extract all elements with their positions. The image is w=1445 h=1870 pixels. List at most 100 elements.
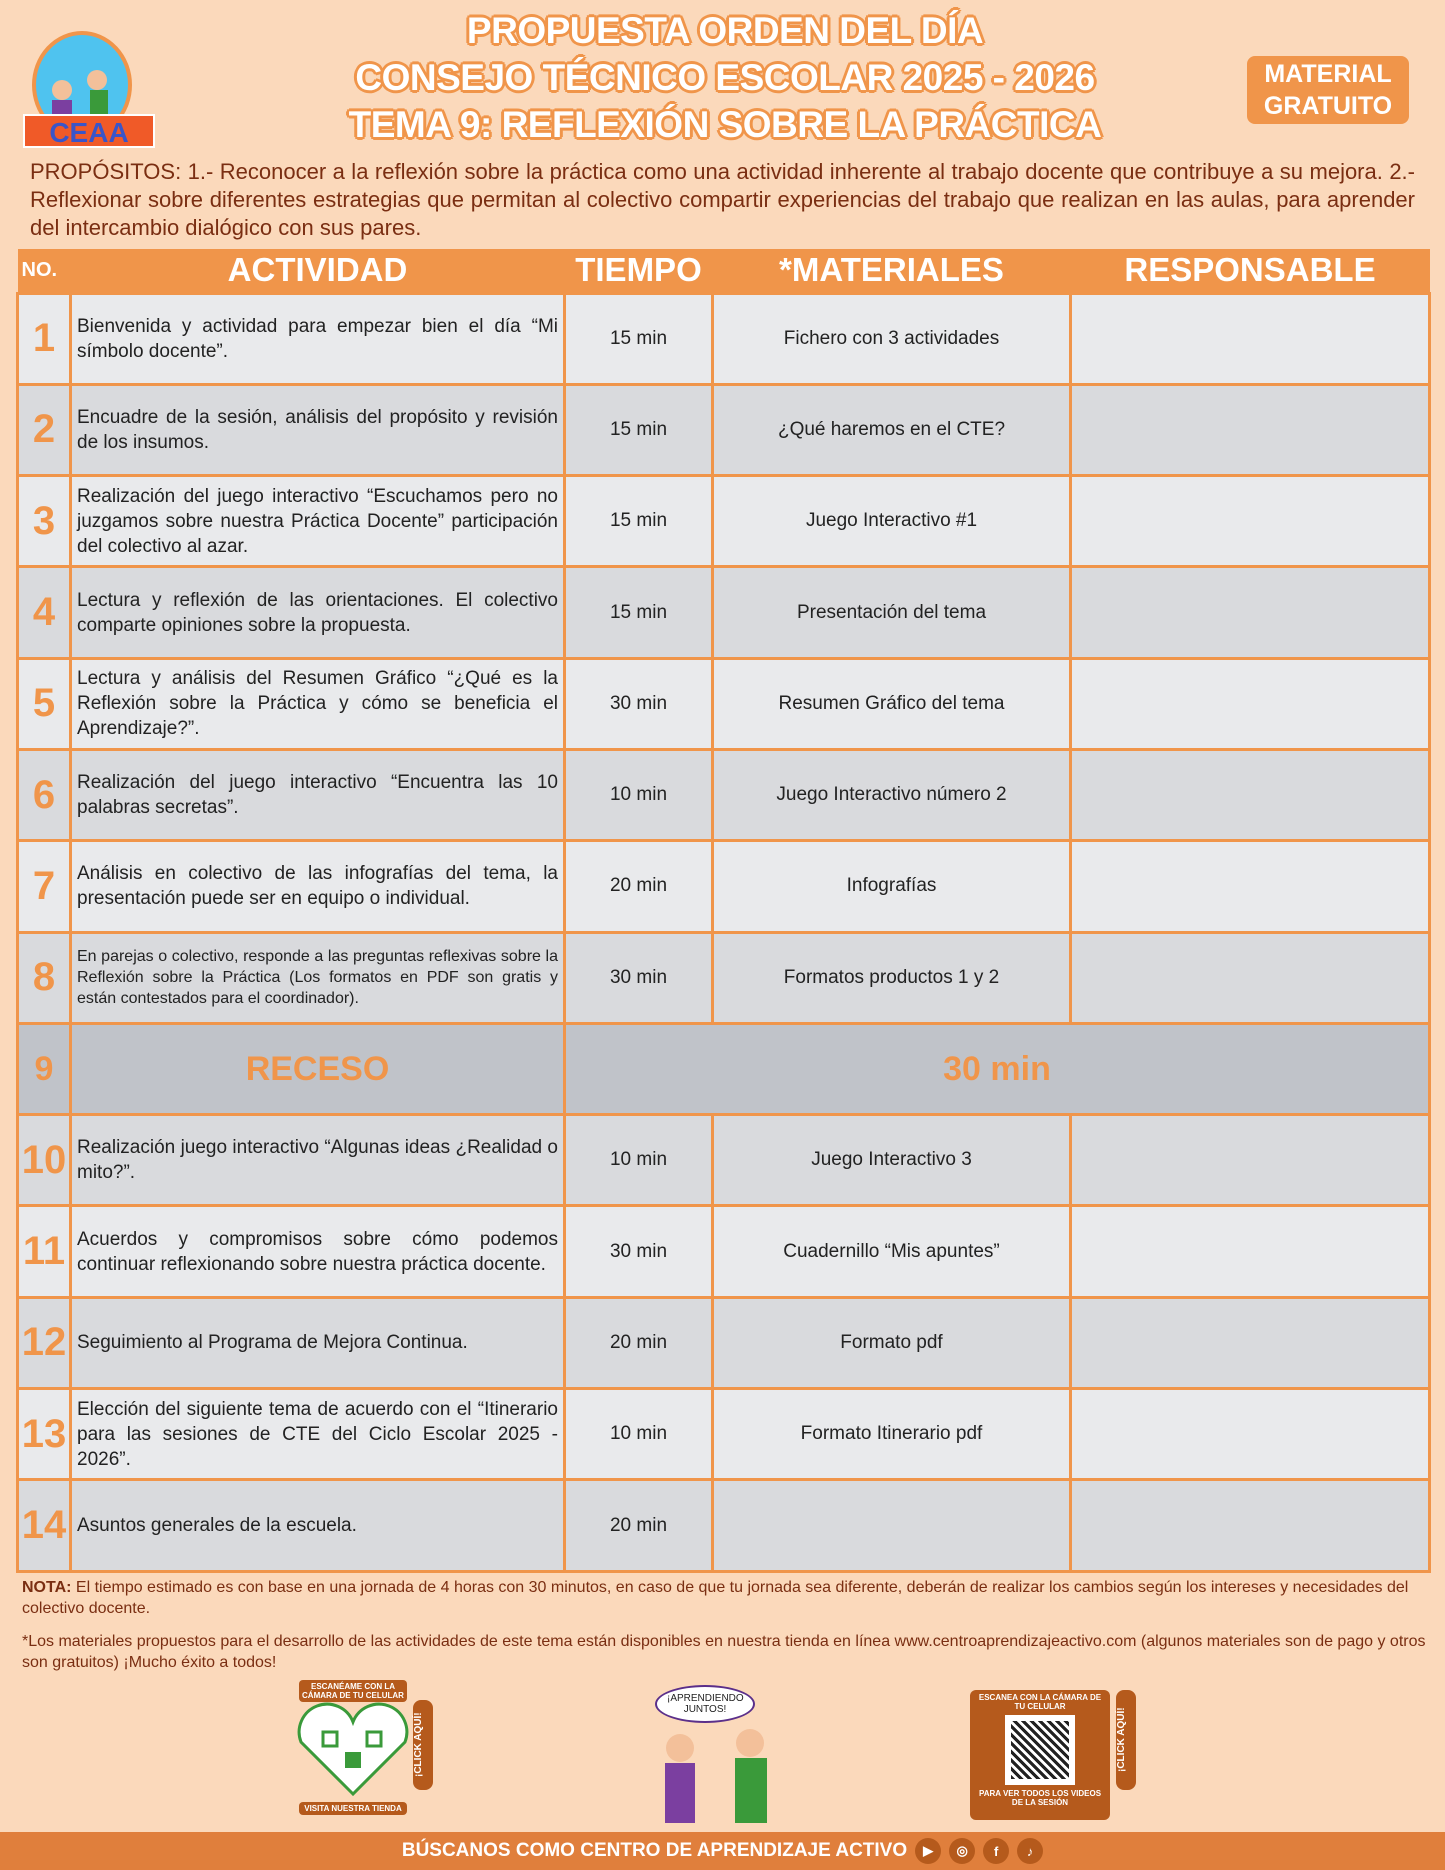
qr2-bottom-label: PARA VER TODOS LOS VIDEOS DE LA SESIÓN [978,1789,1102,1807]
teachers-illustration: ¡APRENDIENDO JUNTOS! [650,1685,795,1832]
row-number: 13 [16,1387,72,1482]
materials-cell: Juego Interactivo #1 [711,474,1072,569]
activity-cell: Acuerdos y compromisos sobre cómo podemo… [69,1204,566,1299]
row-number: 12 [16,1295,72,1391]
row-number: 4 [16,565,72,660]
activity-cell: Realización del juego interactivo “Encue… [69,747,566,843]
row-number: 14 [16,1478,72,1573]
responsible-cell[interactable] [1069,930,1431,1025]
row-number: 7 [16,839,72,934]
responsible-cell[interactable] [1069,1204,1431,1299]
time-cell: 20 min [563,839,714,934]
materials-cell: Juego Interactivo número 2 [711,747,1072,843]
time-cell: 15 min [563,291,714,386]
responsible-cell[interactable] [1069,474,1431,569]
materials-cell: ¿Qué haremos en el CTE? [711,382,1072,478]
activity-cell: Bienvenida y actividad para empezar bien… [69,291,566,386]
title-line-1: PROPUESTA ORDEN DEL DÍA [466,10,984,51]
store-qr-code[interactable]: ESCANÉAME CON LA CÁMARA DE TU CELULAR VI… [293,1680,438,1820]
nota-text: El tiempo estimado es con base en una jo… [22,1579,1409,1617]
activity-cell: Lectura y reflexión de las orientaciones… [69,565,566,660]
time-cell: 30 min [563,930,714,1025]
tiktok-icon[interactable]: ♪ [1017,1838,1044,1864]
videos-qr-code[interactable]: ESCANEA CON LA CÁMARA DE TU CELULAR PARA… [970,1690,1140,1820]
table-row: 2 Encuadre de la sesión, análisis del pro… [16,382,1431,478]
materials-cell: Juego Interactivo 3 [711,1113,1072,1208]
responsible-cell[interactable] [1069,291,1431,386]
activity-cell: Seguimiento al Programa de Mejora Contin… [69,1295,566,1391]
qr-code-icon [1005,1715,1075,1785]
activity-cell: Asuntos generales de la escuela. [69,1478,566,1573]
responsible-cell[interactable] [1069,656,1431,751]
materials-cell: Resumen Gráfico del tema [711,656,1072,751]
youtube-icon[interactable]: ▶ [915,1838,942,1864]
activity-cell: Elección del siguiente tema de acuerdo c… [69,1387,566,1482]
qr1-top-label: ESCANÉAME CON LA CÁMARA DE TU CELULAR [299,1680,407,1702]
click-here-label-2: ¡CLICK AQUÍ! [1116,1690,1136,1790]
responsible-cell[interactable] [1069,747,1431,843]
responsible-cell[interactable] [1069,1113,1431,1208]
row-number: 5 [16,656,72,751]
footer-bar: BÚSCANOS COMO CENTRO DE APRENDIZAJE ACTI… [0,1832,1445,1870]
title-line-2: CONSEJO TÉCNICO ESCOLAR 2025 - 2026 [355,57,1095,98]
row-number: 3 [16,474,72,569]
row-number: 2 [16,382,72,478]
facebook-icon[interactable]: f [983,1838,1010,1864]
time-cell: 30 min [563,1204,714,1299]
nota: NOTA: El tiempo estimado es con base en … [22,1577,1427,1619]
table-row: 12 Seguimiento al Programa de Mejora Cont… [16,1295,1431,1391]
table-row: 4 Lectura y reflexión de las orientacione… [16,565,1431,660]
header-materiales: *MATERIALES [712,249,1071,293]
row-number: 8 [16,930,72,1025]
instagram-icon[interactable]: ◎ [949,1838,976,1864]
nota-label: NOTA: [22,1579,72,1596]
activity-cell: Análisis en colectivo de las infografías… [69,839,566,934]
footer-text: BÚSCANOS COMO CENTRO DE APRENDIZAJE ACTI… [401,1840,908,1861]
click-here-label: ¡CLICK AQUÍ! [413,1700,433,1790]
row-number: 10 [16,1113,72,1208]
people-icon [665,1729,767,1823]
table-row: 8 En parejas o colectivo, responde a las … [16,930,1431,1025]
materials-cell: Formatos productos 1 y 2 [711,930,1072,1025]
row-number: 6 [16,747,72,843]
header-tiempo: TIEMPO [564,249,713,293]
responsible-cell[interactable] [1069,565,1431,660]
time-cell: 20 min [563,1295,714,1391]
qr2-top-label: ESCANEA CON LA CÁMARA DE TU CELULAR [978,1693,1102,1711]
activity-cell: En parejas o colectivo, responde a las p… [69,930,566,1025]
header-actividad: ACTIVIDAD [70,249,565,293]
heart-qr-icon [297,1702,409,1797]
time-cell: 30 min [563,656,714,751]
table-row: 3 Realización del juego interactivo “Escu… [16,474,1431,569]
responsible-cell[interactable] [1069,839,1431,934]
responsible-cell[interactable] [1069,1478,1431,1573]
responsible-cell[interactable] [1069,382,1431,478]
materials-cell: Formato pdf [711,1295,1072,1391]
responsible-cell[interactable] [1069,1387,1431,1482]
time-cell: 15 min [563,474,714,569]
responsible-cell[interactable] [1069,1295,1431,1391]
table-row: 9 RECESO 30 min [16,1021,1431,1117]
materials-cell: Formato Itinerario pdf [711,1387,1072,1482]
header-responsable: RESPONSABLE [1070,249,1430,293]
speech-bubble: ¡APRENDIENDO JUNTOS! [655,1685,755,1723]
table-row: 5 Lectura y análisis del Resumen Gráfico … [16,656,1431,751]
table-row: 11 Acuerdos y compromisos sobre cómo pode… [16,1204,1431,1299]
materials-note: *Los materiales propuestos para el desar… [22,1633,1426,1671]
table-header: NO. ACTIVIDAD TIEMPO *MATERIALES RESPONS… [17,249,1430,293]
materials-cell [711,1478,1072,1573]
purposes-text: PROPÓSITOS: 1.- Reconocer a la reflexión… [30,159,1415,240]
row-number: 11 [16,1204,72,1299]
time-cell: 15 min [563,382,714,478]
activity-cell: Lectura y análisis del Resumen Gráfico “… [69,656,566,751]
table-row: 1 Bienvenida y actividad para empezar bie… [16,291,1431,386]
activity-cell: Realización juego interactivo “Algunas i… [69,1113,566,1208]
time-cell: 10 min [563,1113,714,1208]
materials-cell: Fichero con 3 actividades [711,291,1072,386]
recess-label: RECESO [69,1021,566,1117]
materials-cell: Cuadernillo “Mis apuntes” [711,1204,1072,1299]
table-row: 13 Elección del siguiente tema de acuerdo… [16,1387,1431,1482]
agenda-table: NO. ACTIVIDAD TIEMPO *MATERIALES RESPONS… [16,249,1431,1573]
header-no: NO. [17,249,71,293]
notes: NOTA: El tiempo estimado es con base en … [22,1577,1427,1685]
